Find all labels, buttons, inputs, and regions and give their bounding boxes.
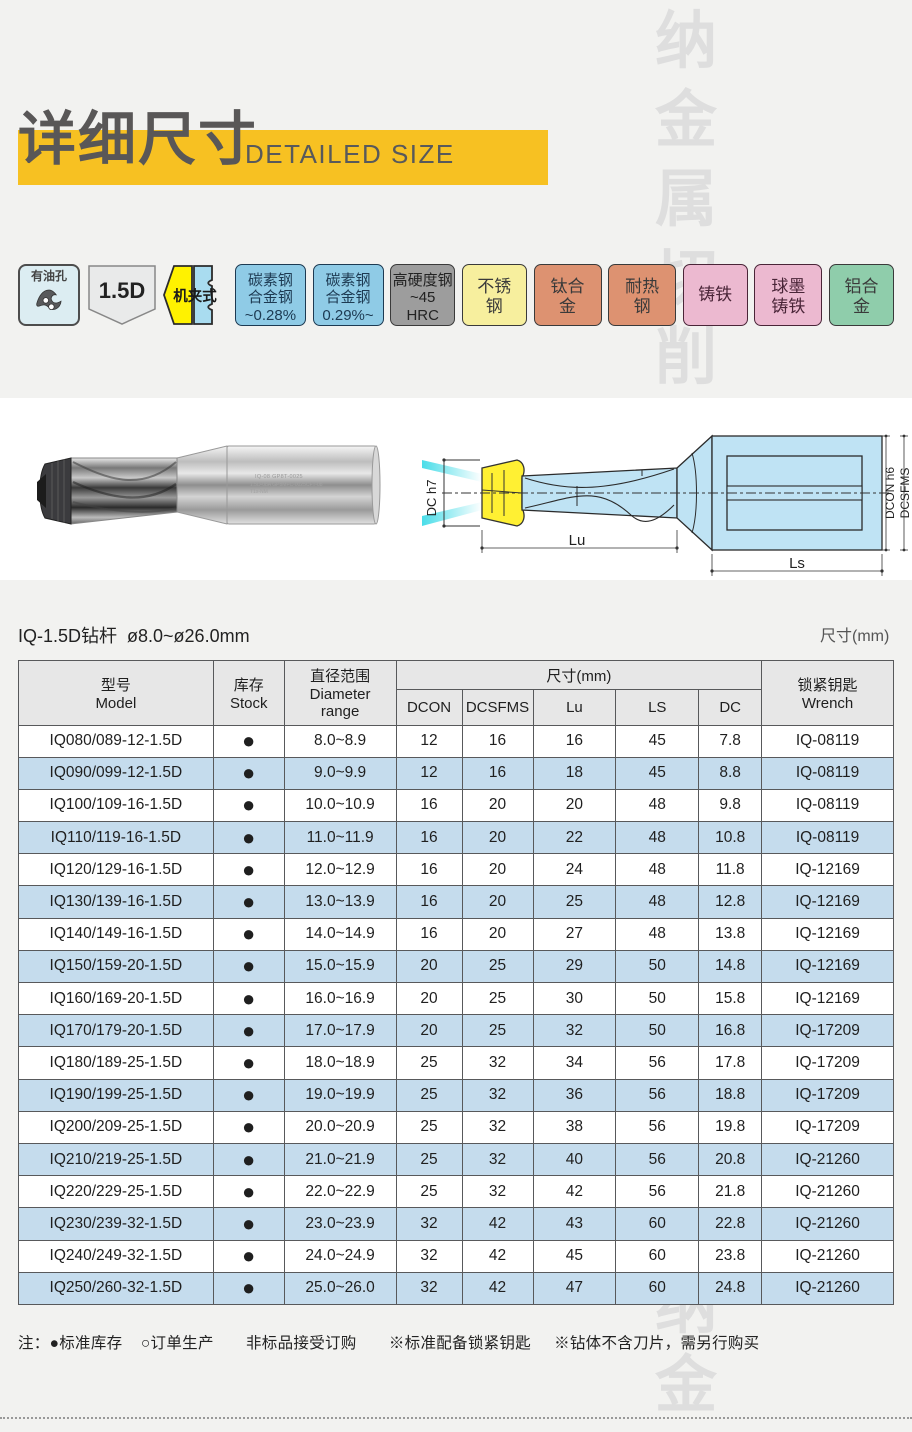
svg-text:Ls: Ls bbox=[789, 555, 805, 572]
svg-text:DCSFMS: DCSFMS bbox=[898, 468, 912, 519]
svg-text:DC h7: DC h7 bbox=[424, 480, 439, 517]
svg-text:机夹式: 机夹式 bbox=[174, 287, 218, 305]
svg-text:1.5D: 1.5D bbox=[98, 278, 144, 303]
svg-text:IQ-08 GP8T-0025: IQ-08 GP8T-0025 bbox=[255, 474, 303, 480]
svg-text:DCON h6: DCON h6 bbox=[883, 467, 897, 519]
svg-text:T1x-NM: T1x-NM bbox=[250, 489, 268, 495]
svg-text:1.5D-08A GP8MFC-0025CFT-08: 1.5D-08A GP8MFC-0025CFT-08 bbox=[250, 482, 323, 488]
svg-text:Lu: Lu bbox=[569, 532, 586, 549]
